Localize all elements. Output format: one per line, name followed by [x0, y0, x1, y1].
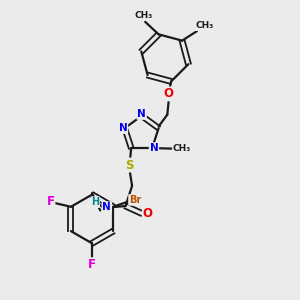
Text: Br: Br: [129, 195, 141, 205]
Text: O: O: [164, 87, 174, 101]
Text: S: S: [125, 158, 134, 172]
Text: O: O: [143, 207, 153, 220]
Text: CH₃: CH₃: [173, 144, 191, 153]
Text: N: N: [102, 202, 111, 212]
Text: CH₃: CH₃: [195, 21, 214, 30]
Text: F: F: [88, 258, 96, 271]
Text: N: N: [118, 123, 127, 133]
Text: F: F: [46, 195, 54, 208]
Text: CH₃: CH₃: [135, 11, 153, 20]
Text: N: N: [137, 109, 146, 119]
Text: H: H: [91, 197, 99, 207]
Text: N: N: [150, 143, 158, 153]
